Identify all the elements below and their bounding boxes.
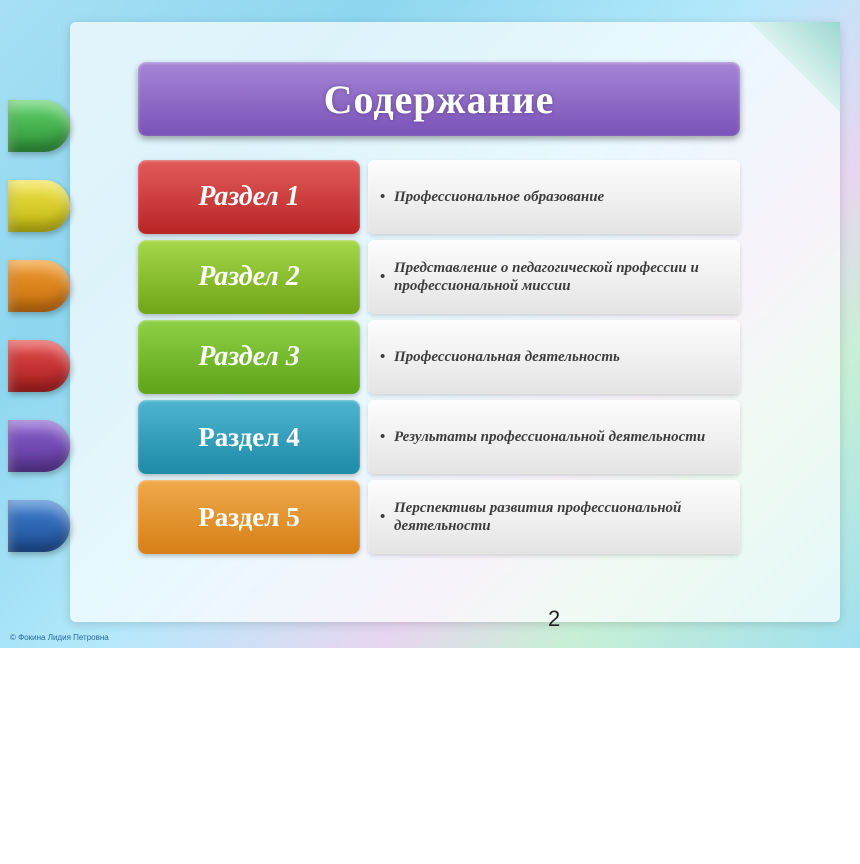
- section-label-3: Раздел 3: [138, 320, 360, 394]
- section-label-4: Раздел 4: [138, 400, 360, 474]
- section-label-2: Раздел 2: [138, 240, 360, 314]
- side-tab-6: [8, 500, 70, 552]
- section-desc-5: Перспективы развития профессиональной де…: [368, 480, 740, 554]
- slide: Содержание Раздел 1Профессиональное обра…: [0, 0, 860, 648]
- section-label-1: Раздел 1: [138, 160, 360, 234]
- section-desc-4: Результаты профессиональной деятельности: [368, 400, 740, 474]
- page-number: 2: [548, 606, 560, 632]
- side-tab-5: [8, 420, 70, 472]
- section-row-5: Раздел 5Перспективы развития профессиона…: [138, 480, 740, 554]
- section-row-4: Раздел 4Результаты профессиональной деят…: [138, 400, 740, 474]
- side-tab-4: [8, 340, 70, 392]
- footer-credit: © Фокина Лидия Петровна: [10, 633, 109, 642]
- side-tab-1: [8, 100, 70, 152]
- section-row-2: Раздел 2Представление о педагогической п…: [138, 240, 740, 314]
- section-list: Раздел 1Профессиональное образованиеРазд…: [138, 160, 740, 560]
- title-text: Содержание: [324, 76, 555, 123]
- title-bar: Содержание: [138, 62, 740, 136]
- side-tabs: [8, 100, 70, 580]
- side-tab-3: [8, 260, 70, 312]
- section-desc-1: Профессиональное образование: [368, 160, 740, 234]
- page-curl-decoration: [750, 22, 840, 112]
- section-label-5: Раздел 5: [138, 480, 360, 554]
- section-desc-3: Профессиональная деятельность: [368, 320, 740, 394]
- section-desc-2: Представление о педагогической профессии…: [368, 240, 740, 314]
- section-row-1: Раздел 1Профессиональное образование: [138, 160, 740, 234]
- side-tab-2: [8, 180, 70, 232]
- section-row-3: Раздел 3Профессиональная деятельность: [138, 320, 740, 394]
